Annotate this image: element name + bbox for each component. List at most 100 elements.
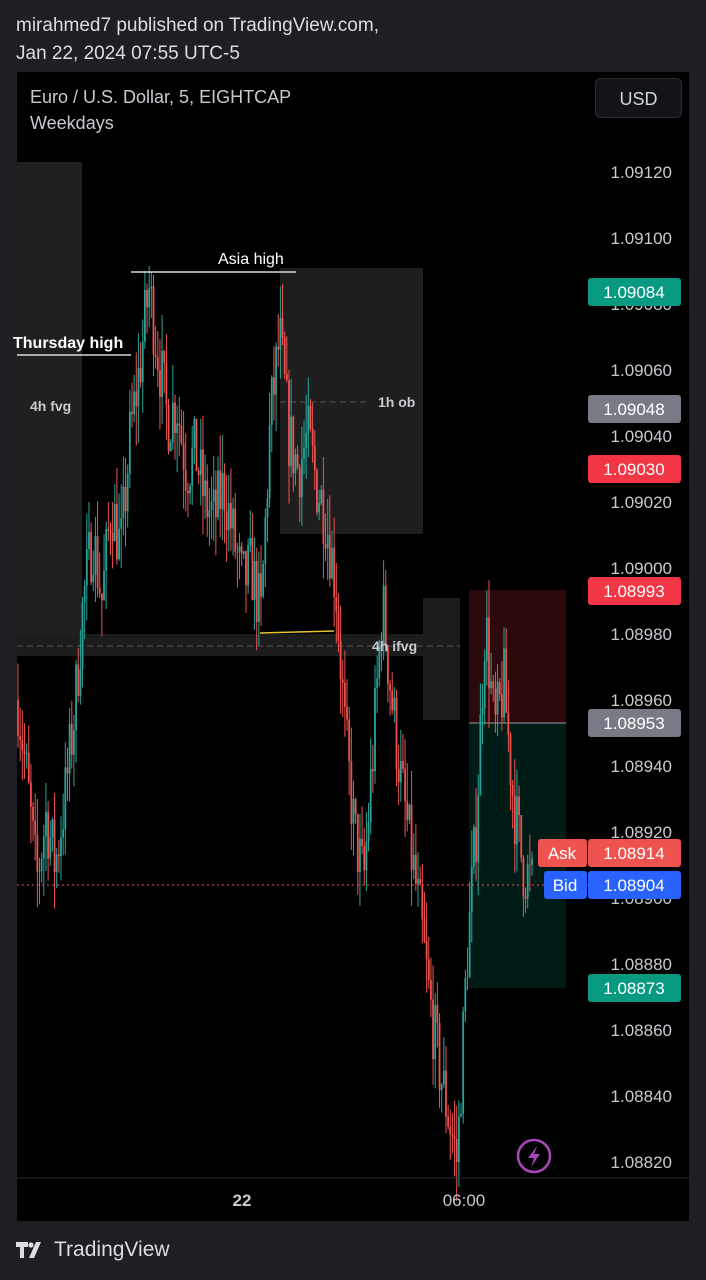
candle-body [30,782,32,807]
candle-body [62,829,65,838]
candle-body [477,795,480,862]
ask-tag [538,839,587,867]
candle-body [348,719,351,762]
candle-body [105,528,108,571]
candle-body [404,768,407,802]
candle-body [354,799,357,815]
candle-body [490,681,493,689]
candle-body [496,682,499,715]
candle-body [316,470,318,513]
candle-body [311,428,314,446]
candle-body [369,768,372,823]
candle-body [421,884,424,920]
candle-body [214,489,217,518]
candle-body [331,547,333,579]
candle-body [234,508,237,552]
candle-body [365,841,368,871]
candle-body [410,804,413,870]
candle-body [251,537,254,600]
candle-body [438,1022,441,1091]
candle-body [423,919,426,942]
candle-body [507,712,510,735]
1h-ob-zone [280,268,423,534]
price-tag-label: 1.09030 [603,460,664,479]
candle-body [468,911,471,978]
y-tick-label: 1.08940 [611,757,672,776]
candle-body [19,736,22,740]
candle-body [395,697,398,769]
y-tick-label: 1.09060 [611,361,672,380]
candle-body [146,290,148,308]
brand: TradingView [16,1238,170,1262]
candle-body [485,617,488,661]
candle-body [25,752,28,754]
y-tick-label: 1.08980 [611,625,672,644]
candle-body [488,617,490,689]
stop-loss-zone [469,590,566,723]
candle-body [109,530,112,533]
candle-body [363,846,366,871]
candle-body [204,480,207,497]
candle-body [430,980,432,1000]
candle-body [445,1070,447,1117]
candle-body [174,402,176,433]
candle-body [100,593,103,601]
candle-body [528,864,531,866]
candle-body [384,585,387,647]
ask-label: Ask [548,844,577,863]
candle-body [75,664,77,731]
candle-body [322,490,325,545]
currency-button[interactable]: USD [595,78,682,118]
candle-body [326,534,329,549]
candle-body [32,806,34,821]
y-tick-label: 1.08840 [611,1087,672,1106]
y-tick-label: 1.08880 [611,955,672,974]
candle-body [247,545,250,586]
candle-body [118,528,120,560]
candle-body [470,866,473,912]
candle-body [182,442,185,471]
candle-body [305,433,308,449]
candle-body [483,660,486,709]
candle-body [378,646,381,679]
4h-ifvg-zone-ext [423,598,460,720]
candle-body [225,511,228,531]
candle-body [176,423,179,433]
candle-body [492,681,495,689]
candle-body [481,708,484,715]
candle-body [335,596,338,612]
candle-body [408,804,411,820]
price-tag-label: 1.08873 [603,979,664,998]
candle-body [275,346,277,395]
candle-body [434,1004,437,1059]
price-tag [588,577,681,605]
candle-body [171,402,174,443]
candle-body [417,878,419,884]
candle-body [466,977,469,979]
candle-body [124,486,127,512]
candle-body [498,682,501,695]
price-tag-label: 1.09084 [603,283,664,302]
candle-body [47,811,50,859]
candle-body [17,700,19,737]
candle-body [238,546,241,552]
candle-body [303,448,305,459]
4h-fvg-label: 4h fvg [30,398,71,414]
candle-body [148,288,151,308]
candle-body [143,290,146,342]
candle-body [389,683,391,691]
candle-body [85,549,88,586]
candle-body [45,811,47,837]
candle-body [240,546,243,554]
candle-body [152,286,155,355]
candle-body [518,796,520,816]
lightning-icon[interactable] [516,1138,552,1174]
candle-body [346,706,348,720]
candle-body [451,1134,454,1137]
candle-body [77,664,80,696]
candle-body [273,377,275,395]
candle-body [414,854,417,884]
candle-body [320,490,323,504]
candle-body [387,646,389,684]
candle-body [51,819,54,838]
